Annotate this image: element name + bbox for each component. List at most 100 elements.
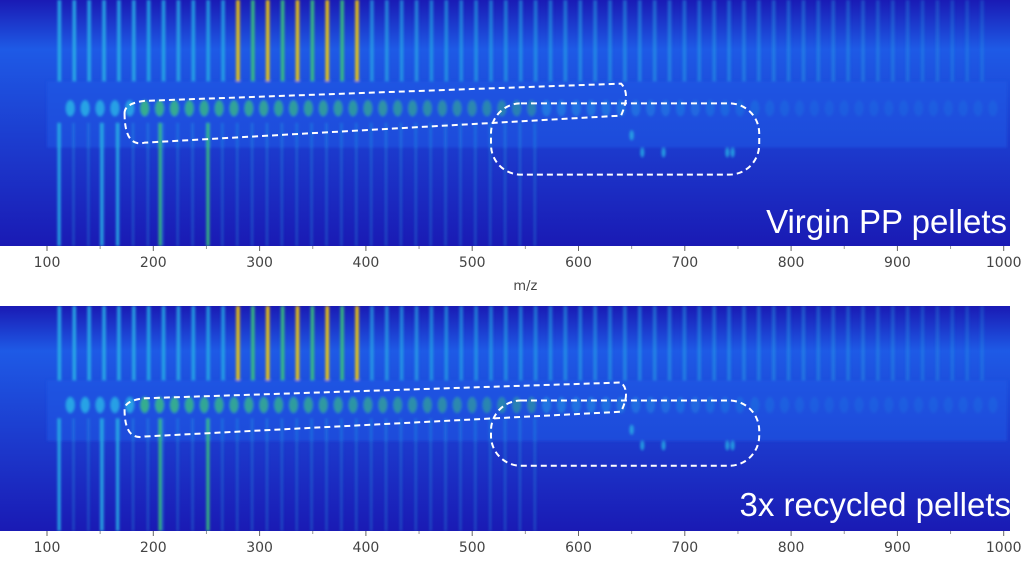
streak-lower bbox=[355, 123, 358, 246]
droplet-mid bbox=[348, 397, 358, 413]
streak-lower bbox=[533, 418, 536, 531]
streak-upper bbox=[72, 306, 77, 381]
streak-lower bbox=[414, 123, 417, 246]
streak-upper bbox=[489, 0, 493, 82]
droplet-mid bbox=[824, 100, 834, 117]
x-axis-bottom: 100 200 300 400 500 600 700 800 900 1000 bbox=[34, 531, 1021, 556]
streak-upper bbox=[712, 306, 716, 381]
streak-lower bbox=[459, 123, 462, 246]
droplet-mid bbox=[437, 100, 447, 117]
streak-upper bbox=[697, 0, 702, 82]
droplet-mid bbox=[244, 397, 254, 413]
droplet-mid bbox=[110, 100, 120, 117]
streak-upper bbox=[623, 0, 627, 82]
streak-upper bbox=[429, 0, 434, 82]
droplet-mid bbox=[824, 397, 834, 413]
streak-lower bbox=[385, 418, 388, 531]
streak-lower bbox=[489, 123, 492, 246]
streak-upper bbox=[117, 0, 121, 82]
streak-lower bbox=[132, 123, 135, 246]
x-tick-label: 600 bbox=[565, 540, 592, 556]
streak-lower bbox=[310, 418, 313, 531]
streak-upper bbox=[57, 0, 62, 82]
streak-lower bbox=[176, 418, 179, 531]
streak-lower bbox=[518, 418, 521, 531]
streak-upper bbox=[265, 0, 270, 82]
streak-lower bbox=[161, 418, 164, 531]
streak-upper bbox=[786, 306, 791, 381]
strong-peak-line bbox=[206, 418, 210, 531]
streak-upper bbox=[712, 0, 716, 82]
droplet-mid bbox=[95, 397, 105, 413]
streak-lower bbox=[489, 418, 492, 531]
droplet-mid bbox=[229, 100, 239, 117]
streak-lower bbox=[191, 123, 194, 246]
streak-lower bbox=[444, 123, 447, 246]
droplet-mid bbox=[735, 100, 745, 117]
droplet-mid bbox=[65, 397, 75, 413]
droplet-mid bbox=[169, 397, 179, 413]
streak-upper bbox=[518, 306, 523, 381]
minor-peak bbox=[730, 147, 735, 158]
streak-upper bbox=[652, 306, 657, 381]
streak-upper bbox=[667, 306, 672, 381]
streak-lower bbox=[518, 123, 521, 246]
streak-upper bbox=[236, 306, 240, 381]
streak-lower bbox=[221, 418, 224, 531]
streak-upper bbox=[771, 306, 776, 381]
droplet-mid bbox=[869, 397, 879, 413]
strong-peak-line bbox=[206, 123, 210, 246]
streak-upper bbox=[905, 306, 910, 381]
droplet-mid bbox=[973, 397, 983, 413]
droplet-mid bbox=[750, 397, 760, 413]
streak-lower bbox=[370, 418, 373, 531]
streak-upper bbox=[221, 306, 225, 381]
droplet-mid bbox=[184, 100, 194, 117]
streak-upper bbox=[191, 0, 196, 82]
streak-upper bbox=[682, 306, 687, 381]
sample-label-virgin: Virgin PP pellets bbox=[766, 203, 1007, 240]
droplet-mid bbox=[884, 100, 894, 117]
droplet-mid bbox=[422, 100, 432, 117]
droplet-mid bbox=[80, 397, 90, 413]
droplet-mid bbox=[765, 100, 775, 117]
x-tick-label: 700 bbox=[671, 255, 698, 271]
droplet-mid bbox=[914, 397, 924, 413]
strong-peak-line bbox=[57, 123, 61, 246]
streak-upper bbox=[697, 306, 702, 381]
streak-upper bbox=[489, 306, 493, 381]
streak-lower bbox=[310, 123, 313, 246]
streak-upper bbox=[474, 306, 478, 381]
streak-upper bbox=[355, 0, 359, 82]
streak-upper bbox=[429, 306, 434, 381]
streak-lower bbox=[459, 418, 462, 531]
x-tick-label: 700 bbox=[671, 540, 698, 556]
droplet-mid bbox=[482, 397, 492, 413]
streak-upper bbox=[117, 306, 121, 381]
streak-lower bbox=[444, 418, 447, 531]
streak-lower bbox=[474, 123, 477, 246]
streak-lower bbox=[221, 123, 224, 246]
droplet-mid bbox=[303, 100, 313, 117]
droplet-mid bbox=[884, 397, 894, 413]
streak-upper bbox=[742, 0, 746, 82]
minor-peak bbox=[725, 147, 730, 158]
x-tick-label: 900 bbox=[884, 255, 911, 271]
streak-upper bbox=[861, 0, 865, 82]
streak-upper bbox=[578, 306, 582, 381]
streak-upper bbox=[742, 306, 746, 381]
streak-upper bbox=[295, 306, 300, 381]
droplet-mid bbox=[408, 100, 418, 117]
streak-lower bbox=[236, 418, 239, 531]
streak-lower bbox=[325, 418, 328, 531]
strong-peak-line bbox=[158, 418, 162, 531]
x-tick-label: 300 bbox=[246, 540, 273, 556]
droplet-mid bbox=[661, 397, 671, 413]
streak-upper bbox=[504, 306, 508, 381]
droplet-mid bbox=[288, 100, 298, 117]
streak-upper bbox=[578, 0, 582, 82]
streak-upper bbox=[816, 306, 821, 381]
streak-upper bbox=[251, 306, 255, 381]
streak-upper bbox=[176, 306, 181, 381]
droplet-mid bbox=[303, 397, 313, 413]
